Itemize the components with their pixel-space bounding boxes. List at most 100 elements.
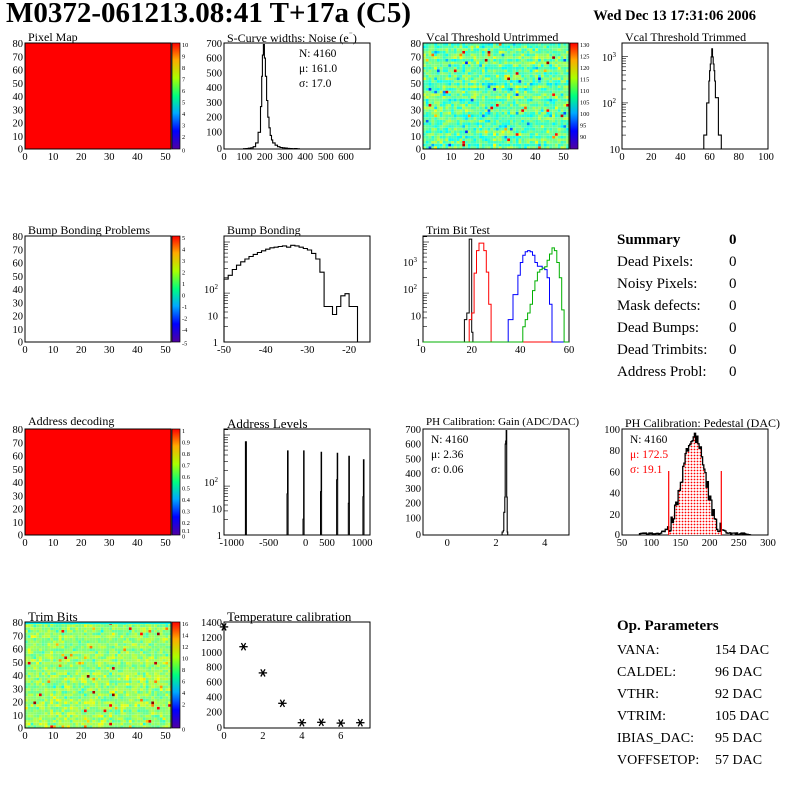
svg-text:70: 70 <box>13 52 24 63</box>
svg-text:20: 20 <box>466 345 477 356</box>
svg-text:0: 0 <box>729 342 737 358</box>
svg-text:100: 100 <box>580 111 589 118</box>
svg-text:0: 0 <box>420 345 425 356</box>
svg-text:40: 40 <box>675 152 686 163</box>
svg-text:5: 5 <box>182 235 185 242</box>
svg-text:70: 70 <box>411 52 422 63</box>
svg-text:4: 4 <box>182 111 186 118</box>
svg-text:20: 20 <box>76 152 87 163</box>
svg-text:0: 0 <box>729 298 737 314</box>
svg-text:0: 0 <box>22 152 27 163</box>
svg-text:4: 4 <box>182 690 186 697</box>
svg-text:200: 200 <box>206 707 222 718</box>
svg-text:90: 90 <box>580 134 586 141</box>
svg-text:12: 12 <box>182 644 188 651</box>
svg-text:10: 10 <box>13 325 24 336</box>
svg-text:6: 6 <box>182 88 185 95</box>
svg-text:50: 50 <box>160 152 171 163</box>
svg-text:0: 0 <box>445 538 450 549</box>
svg-text:7: 7 <box>182 77 185 84</box>
svg-text:102: 102 <box>602 97 617 110</box>
svg-text:3: 3 <box>182 258 185 265</box>
svg-text:500: 500 <box>319 538 335 549</box>
svg-text:10: 10 <box>446 152 457 163</box>
svg-text:80: 80 <box>411 39 422 50</box>
svg-text:20: 20 <box>474 152 485 163</box>
svg-text:2: 2 <box>493 538 498 549</box>
svg-text:0: 0 <box>303 538 308 549</box>
svg-text:μ: 172.5: μ: 172.5 <box>630 449 668 461</box>
svg-text:300: 300 <box>405 484 421 495</box>
svg-text:20: 20 <box>76 345 87 356</box>
svg-text:-50: -50 <box>217 345 231 356</box>
svg-text:-1: -1 <box>182 304 187 311</box>
svg-text:500: 500 <box>206 69 222 80</box>
svg-text:10: 10 <box>182 42 188 49</box>
svg-text:CALDEL:: CALDEL: <box>617 665 676 680</box>
svg-text:5: 5 <box>182 100 185 107</box>
svg-text:3: 3 <box>182 123 185 130</box>
svg-text:120: 120 <box>580 65 589 72</box>
svg-text:10: 10 <box>48 731 59 742</box>
svg-text:Summary: Summary <box>617 232 681 248</box>
svg-text:20: 20 <box>76 538 87 549</box>
svg-text:8: 8 <box>182 667 185 674</box>
svg-text:8: 8 <box>182 65 185 72</box>
svg-text:0: 0 <box>22 731 27 742</box>
svg-text:95 DAC: 95 DAC <box>715 731 762 746</box>
svg-text:6: 6 <box>182 679 185 686</box>
svg-text:0: 0 <box>420 152 425 163</box>
svg-text:0: 0 <box>729 232 737 248</box>
svg-text:VANA:: VANA: <box>617 643 660 658</box>
svg-text:2: 2 <box>182 270 185 277</box>
svg-text:700: 700 <box>206 39 222 50</box>
svg-text:0: 0 <box>619 152 624 163</box>
svg-text:4: 4 <box>542 538 548 549</box>
svg-text:100: 100 <box>643 538 659 549</box>
svg-text:500: 500 <box>318 152 334 163</box>
svg-text:0: 0 <box>182 727 185 734</box>
svg-text:40: 40 <box>13 478 24 489</box>
svg-text:300: 300 <box>206 98 222 109</box>
svg-text:20: 20 <box>13 505 24 516</box>
svg-text:2: 2 <box>260 731 265 742</box>
svg-text:40: 40 <box>132 538 143 549</box>
svg-text:N: 4160: N: 4160 <box>299 48 337 60</box>
svg-text:60: 60 <box>13 259 24 270</box>
svg-text:105: 105 <box>580 100 589 107</box>
svg-text:130: 130 <box>580 42 589 49</box>
svg-text:0.7: 0.7 <box>182 463 190 470</box>
svg-text:40: 40 <box>132 345 143 356</box>
svg-text:40: 40 <box>411 92 422 103</box>
svg-text:μ: 161.0: μ: 161.0 <box>299 63 337 75</box>
svg-text:-500: -500 <box>259 538 278 549</box>
svg-text:200: 200 <box>206 113 222 124</box>
svg-text:10: 10 <box>48 538 59 549</box>
svg-text:300: 300 <box>760 538 776 549</box>
svg-text:0: 0 <box>729 254 737 270</box>
svg-text:0: 0 <box>416 530 421 541</box>
svg-text:100: 100 <box>236 152 252 163</box>
svg-text:50: 50 <box>558 152 569 163</box>
svg-text:400: 400 <box>206 83 222 94</box>
svg-text:200: 200 <box>257 152 273 163</box>
svg-text:Mask defects:: Mask defects: <box>617 298 701 314</box>
svg-text:200: 200 <box>405 499 421 510</box>
svg-text:10: 10 <box>13 711 24 722</box>
svg-text:400: 400 <box>297 152 313 163</box>
svg-text:-5: -5 <box>182 341 187 348</box>
svg-text:103: 103 <box>403 256 418 269</box>
svg-text:-30: -30 <box>300 345 314 356</box>
svg-text:30: 30 <box>104 538 115 549</box>
svg-text:300: 300 <box>277 152 293 163</box>
svg-text:VTRIM:: VTRIM: <box>617 709 666 724</box>
svg-text:0: 0 <box>729 320 737 336</box>
svg-text:1000: 1000 <box>201 648 222 659</box>
svg-text:Address Probl:: Address Probl: <box>617 364 707 380</box>
svg-text:Dead Trimbits:: Dead Trimbits: <box>617 342 707 358</box>
svg-text:10: 10 <box>13 132 24 143</box>
svg-text:800: 800 <box>206 663 222 674</box>
svg-text:95: 95 <box>580 123 586 130</box>
svg-text:60: 60 <box>564 345 575 356</box>
svg-text:40: 40 <box>13 671 24 682</box>
